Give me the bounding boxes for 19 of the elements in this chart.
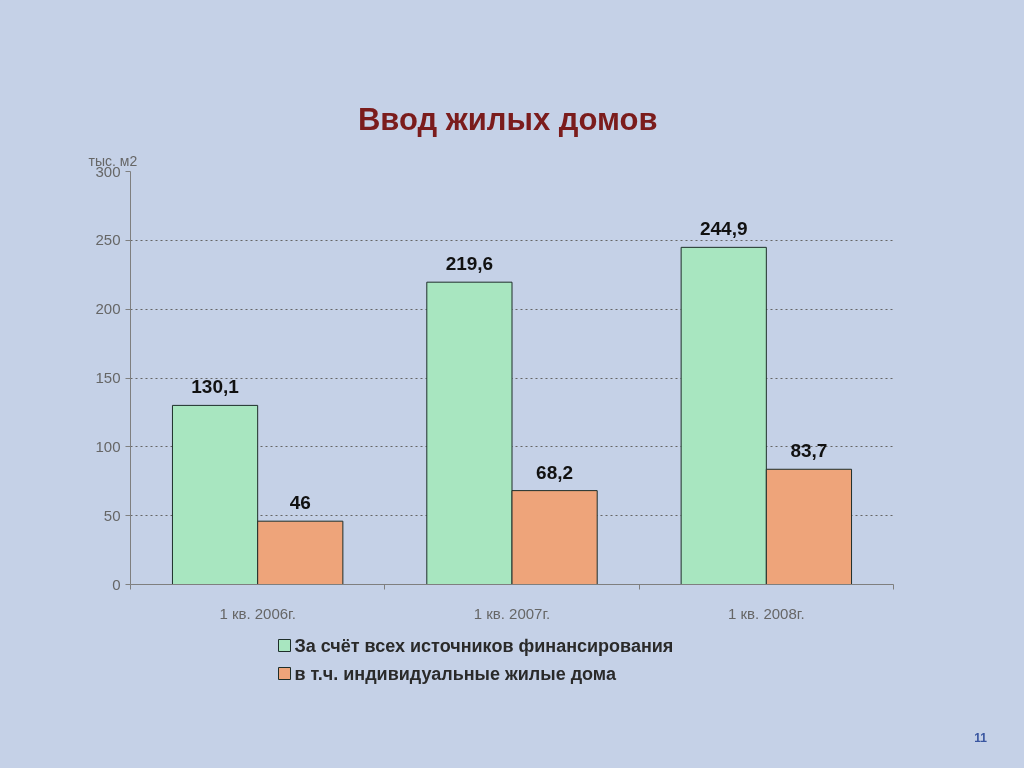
y-tick-label: 50 — [103, 506, 121, 524]
data-label: 130,1 — [191, 376, 240, 398]
y-tick-label: 100 — [95, 437, 121, 455]
x-tick-label: 1 кв. 2008г. — [728, 604, 805, 622]
y-tick-label: 200 — [95, 300, 121, 318]
y-tick-label: 150 — [95, 369, 121, 386]
y-tick-label: 250 — [95, 231, 121, 249]
legend-label: в т.ч. индивидуальные жилые дома — [294, 663, 617, 684]
data-label: 68,2 — [536, 461, 574, 483]
x-tick-label: 1 кв. 2006г. — [219, 604, 296, 622]
chart-title: Ввод жилых домов — [357, 101, 658, 137]
data-label: 83,7 — [790, 440, 828, 462]
data-label: 219,6 — [445, 253, 494, 275]
legend-label: За счёт всех источников финансирования — [294, 635, 674, 656]
text: 11 — [974, 731, 988, 745]
x-tick-label: 1 кв. 2007г. — [473, 604, 551, 622]
y-tick-label: 0 — [112, 575, 121, 593]
data-label: 244,9 — [699, 218, 748, 240]
data-label: 46 — [289, 492, 311, 514]
